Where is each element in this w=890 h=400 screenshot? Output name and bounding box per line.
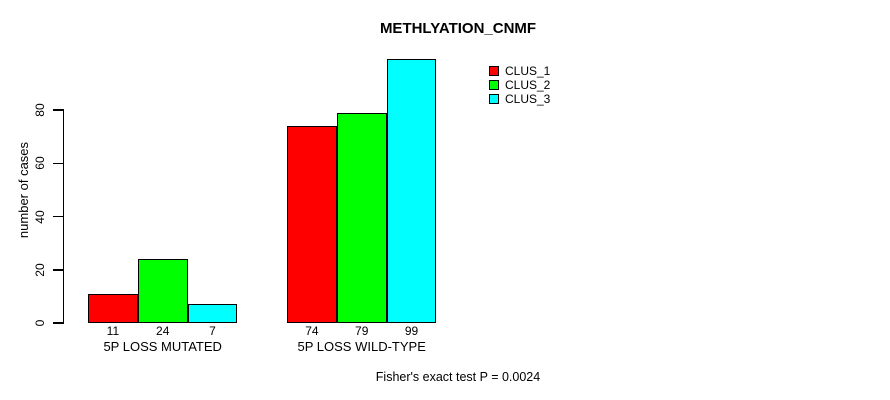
y-tick [53,269,64,271]
bar [386,59,437,323]
legend-label: CLUS_1 [505,64,551,79]
y-tick [53,215,64,218]
bar-value-label: 99 [404,324,419,338]
legend-label: CLUS_3 [505,92,551,107]
legend-item: CLUS_3 [489,92,550,106]
legend-swatch [489,66,499,77]
bar [187,304,238,323]
legend-item: CLUS_1 [489,64,550,78]
legend-swatch [489,94,499,105]
bar-value-label: 79 [355,324,369,338]
legend-swatch [489,80,499,91]
bar [88,293,138,323]
legend-label: CLUS_2 [505,78,551,93]
bar [137,259,188,323]
group-label: 5P LOSS WILD-TYPE [297,339,426,354]
chart-title: METHLYATION_CNMF [379,20,537,37]
y-tick [53,322,64,324]
bar [287,125,337,323]
bar-value-label: 24 [156,324,170,338]
group-label: 5P LOSS MUTATED [103,339,222,354]
bar [336,112,387,323]
bar-value-label: 74 [305,324,319,338]
legend: CLUS_1 CLUS_2 CLUS_3 [489,64,550,107]
y-tick [53,162,64,164]
bar-value-label: 7 [209,324,216,338]
y-tick [53,109,64,111]
legend-item: CLUS_2 [489,78,550,92]
bar-value-label: 11 [106,324,120,338]
fisher-test-annotation: Fisher's exact test P = 0.0024 [375,370,541,384]
